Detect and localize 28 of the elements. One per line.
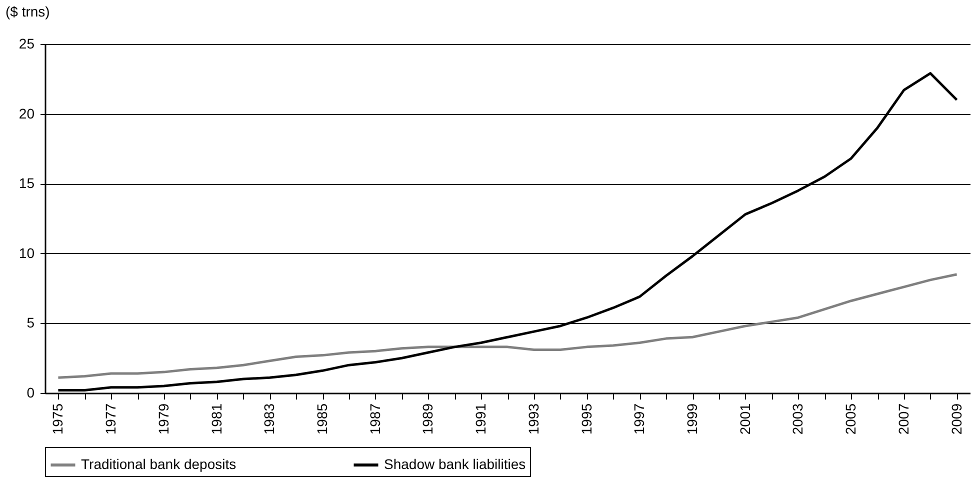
x-tick-label: 1993 bbox=[525, 403, 542, 435]
y-tick-label: 0 bbox=[26, 384, 35, 400]
x-tick-label: 1985 bbox=[314, 403, 330, 435]
x-tick-label: 2007 bbox=[895, 403, 912, 435]
legend-label: Shadow bank liabilities bbox=[384, 456, 526, 472]
x-tick-label: 1981 bbox=[208, 403, 224, 435]
x-tick-label: 2005 bbox=[842, 403, 859, 435]
x-tick-label: 2009 bbox=[948, 403, 964, 435]
x-tick-label: 1987 bbox=[366, 403, 383, 435]
y-tick-label: 10 bbox=[18, 244, 35, 261]
x-tick-label: 1975 bbox=[50, 403, 66, 435]
line-series bbox=[56, 273, 958, 379]
y-tick-label: 25 bbox=[18, 36, 35, 52]
x-tick-label: 2003 bbox=[790, 403, 806, 435]
y-tick-label: 15 bbox=[18, 175, 35, 192]
x-tick-label: 1997 bbox=[631, 403, 648, 435]
legend-label: Traditional bank deposits bbox=[81, 456, 236, 472]
y-tick-label: 20 bbox=[18, 105, 35, 122]
x-tick-label: 1977 bbox=[102, 403, 119, 435]
x-tick-label: 1989 bbox=[420, 403, 436, 435]
y-axis-title: ($ trns) bbox=[6, 4, 50, 20]
x-tick-label: 1979 bbox=[155, 403, 172, 435]
x-tick-label: 1999 bbox=[684, 403, 700, 435]
x-tick-label: 1995 bbox=[578, 403, 594, 435]
y-tick-label: 5 bbox=[26, 314, 35, 331]
x-tick-label: 2001 bbox=[736, 403, 753, 435]
x-tick-label: 1991 bbox=[472, 403, 489, 435]
x-tick-label: 1983 bbox=[261, 403, 278, 435]
